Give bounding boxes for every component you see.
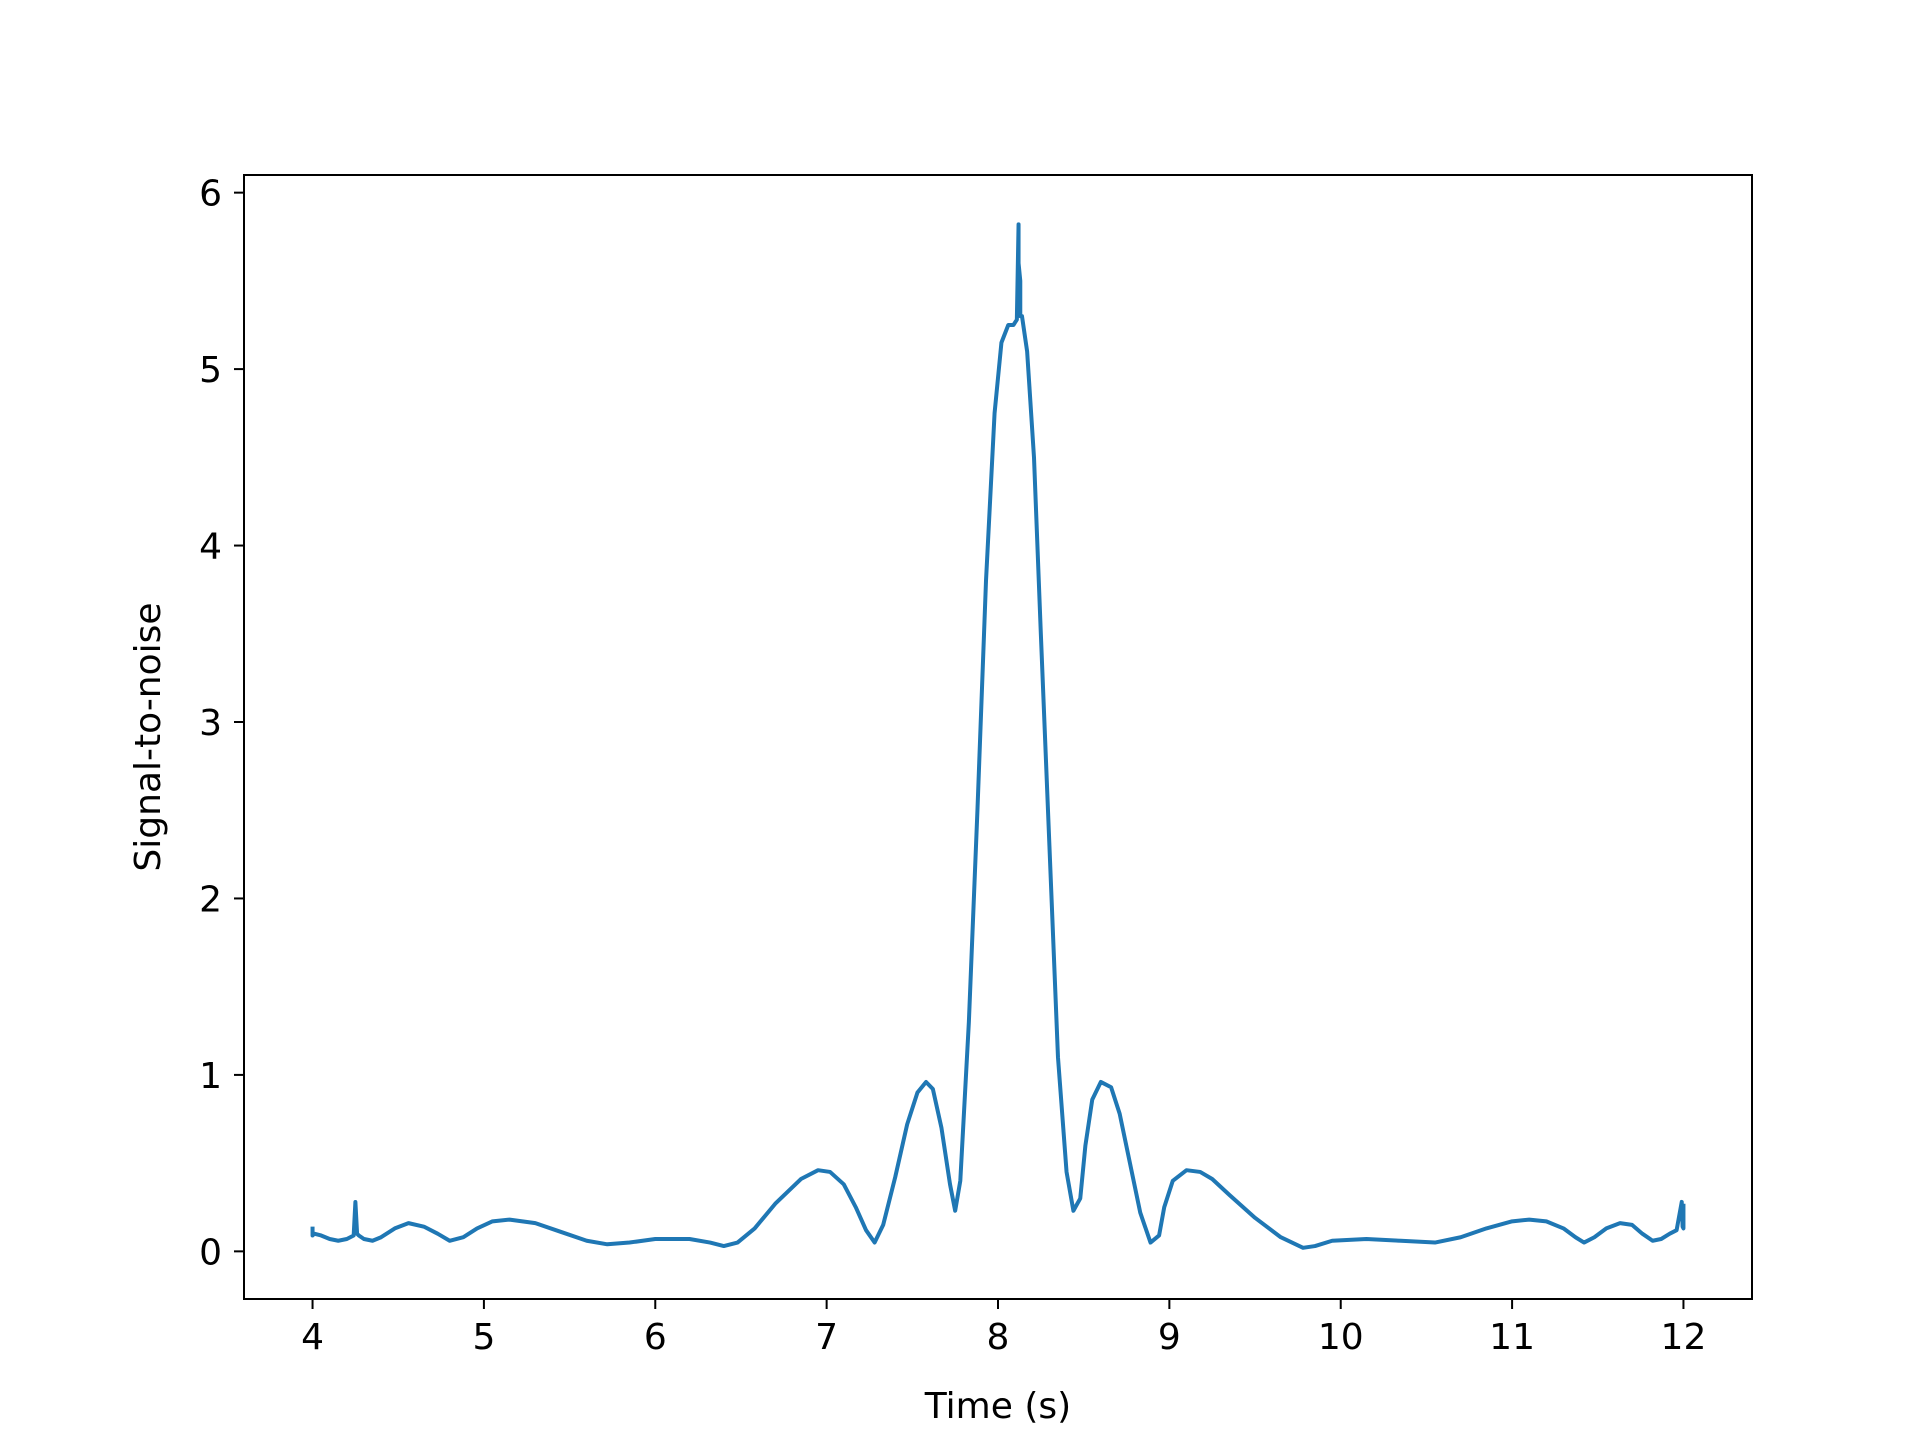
series-line-0 [310,222,1686,1250]
x-axis-label: Time (s) [924,1386,1071,1427]
y-tick-label: 0 [199,1232,222,1273]
y-axis: 0 1 2 3 4 5 6 [199,174,244,1273]
x-tick-label: 6 [644,1317,667,1358]
y-tick-label: 4 [199,527,222,568]
x-tick-label: 4 [301,1317,324,1358]
x-tick-label: 11 [1489,1317,1535,1358]
series-layer [310,222,1686,1250]
y-tick-label: 2 [199,879,222,920]
y-tick-label: 1 [199,1056,222,1097]
x-tick-label: 8 [987,1317,1010,1358]
x-tick-label: 10 [1318,1317,1364,1358]
x-tick-label: 7 [815,1317,838,1358]
y-tick-label: 5 [199,350,222,391]
y-tick-label: 6 [199,174,222,215]
x-tick-label: 12 [1661,1317,1707,1358]
x-axis: 4 5 6 7 8 9 10 11 12 [301,1299,1706,1358]
x-tick-label: 9 [1158,1317,1181,1358]
y-axis-label: Signal-to-noise [128,602,169,871]
plot-area-background [244,175,1752,1299]
x-tick-label: 5 [472,1317,495,1358]
y-tick-label: 3 [199,703,222,744]
